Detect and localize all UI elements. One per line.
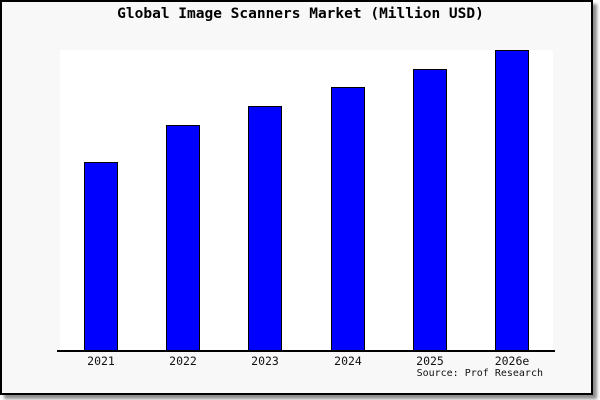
x-tick-label-2024: 2024 [334,354,362,368]
bar-2021 [84,162,118,351]
source-note: Source: Prof Research [416,368,543,379]
bar-2023 [248,106,282,351]
bar-2024 [331,87,365,351]
x-tick-label-2022: 2022 [169,354,197,368]
x-tick-label-2026e: 2026e [494,354,530,368]
x-tick-label-2021: 2021 [87,354,115,368]
bar-2025 [413,69,447,351]
plot-area [60,50,553,351]
bar-2022 [166,125,200,351]
x-tick-label-2025: 2025 [416,354,444,368]
x-tick-label-2023: 2023 [251,354,279,368]
bar-2026e [495,50,529,351]
x-axis-line [57,350,555,352]
chart-frame: Global Image Scanners Market (Million US… [0,0,593,395]
chart-title: Global Image Scanners Market (Million US… [117,6,484,22]
